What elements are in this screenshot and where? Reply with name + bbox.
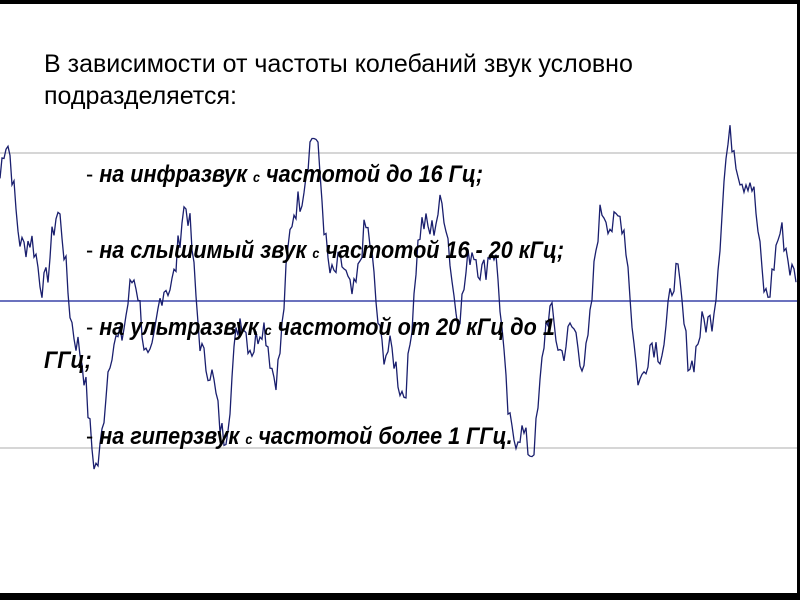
item-dash: - — [86, 237, 100, 264]
item-dash: - — [86, 314, 100, 341]
item-text: на гиперзвук — [99, 423, 246, 450]
slide: В зависимости от частоты колебаний звук … — [0, 4, 797, 593]
list-item-hypersound: - на гиперзвук с частотой более 1 ГГц. — [86, 422, 513, 454]
item-text-rest: частотой от 20 кГц до 1 — [271, 314, 555, 341]
item-preposition: с — [253, 169, 261, 185]
list-item-ultrasound-continuation: ГГц; — [44, 347, 92, 374]
item-preposition: с — [264, 322, 272, 338]
list-item-audible: - на слышимый звук с частотой 16 - 20 кГ… — [86, 236, 564, 268]
list-item-infrasound: - на инфразвук с частотой до 16 Гц; — [86, 160, 483, 192]
item-dash: - — [86, 423, 100, 450]
item-preposition: с — [312, 245, 320, 261]
item-text: на слышимый звук — [99, 237, 313, 264]
waveform-line — [0, 125, 797, 470]
item-text-rest: частотой более 1 ГГц. — [252, 423, 513, 450]
item-dash: - — [86, 161, 100, 188]
item-text: на ультразвук — [99, 314, 265, 341]
item-text-rest: частотой 16 - 20 кГц; — [319, 237, 565, 264]
item-text: на инфразвук — [99, 161, 254, 188]
waveform-background — [0, 125, 797, 470]
list-item-ultrasound: - на ультразвук с частотой от 20 кГц до … — [86, 313, 770, 345]
item-text-rest: частотой до 16 Гц; — [260, 161, 484, 188]
intro-text: В зависимости от частоты колебаний звук … — [44, 50, 633, 110]
item-preposition: с — [245, 431, 253, 447]
